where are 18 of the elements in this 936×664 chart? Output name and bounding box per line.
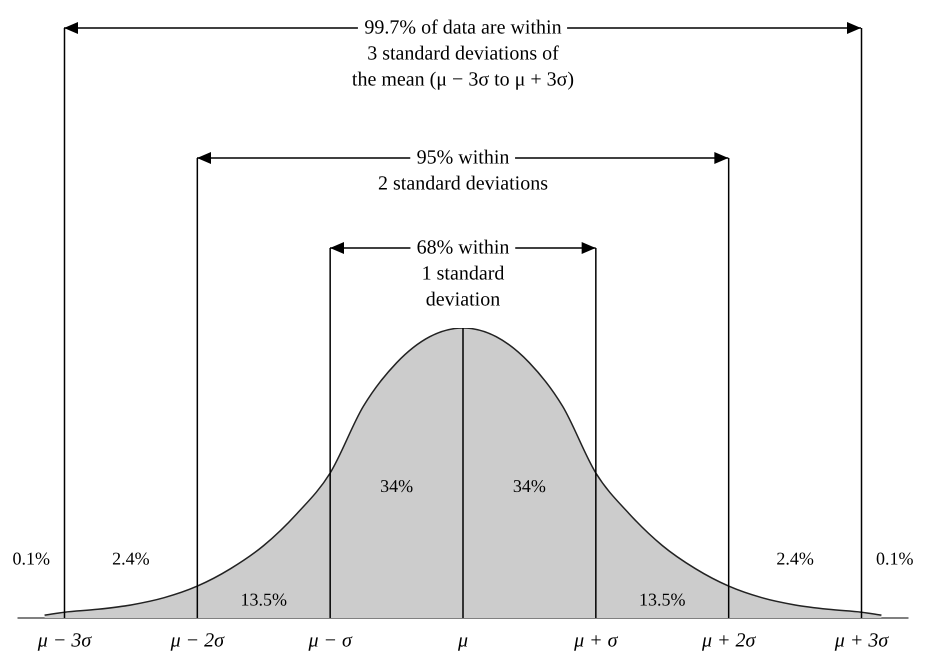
annotation: 13.5% (639, 589, 686, 610)
text: 99.7% of data are within 3 standard deviations of the mean (μ − 3σ to μ + 3σ) (352, 16, 574, 90)
annotation: 0.1% (12, 548, 50, 569)
annotation: 2.4% (112, 548, 150, 569)
text: 95% within 2 standard deviations (378, 146, 548, 194)
annotation: 13.5% (240, 589, 287, 610)
x-tick-label: μ + 2σ (700, 629, 757, 652)
annotation: 0.1% (876, 548, 914, 569)
text: 68% within 1 standard deviation (416, 236, 510, 310)
x-tick-label: μ + 3σ (834, 629, 890, 652)
annotation: 34% (380, 476, 414, 496)
x-tick-label: μ + σ (573, 629, 619, 652)
x-tick-label: μ (456, 629, 468, 652)
x-tick-label: μ − σ (307, 629, 353, 652)
annotation: 2.4% (776, 548, 814, 569)
x-tick-label: μ − 2σ (170, 629, 226, 652)
x-tick-label: μ − 3σ (36, 629, 92, 652)
annotation: 34% (512, 476, 546, 496)
